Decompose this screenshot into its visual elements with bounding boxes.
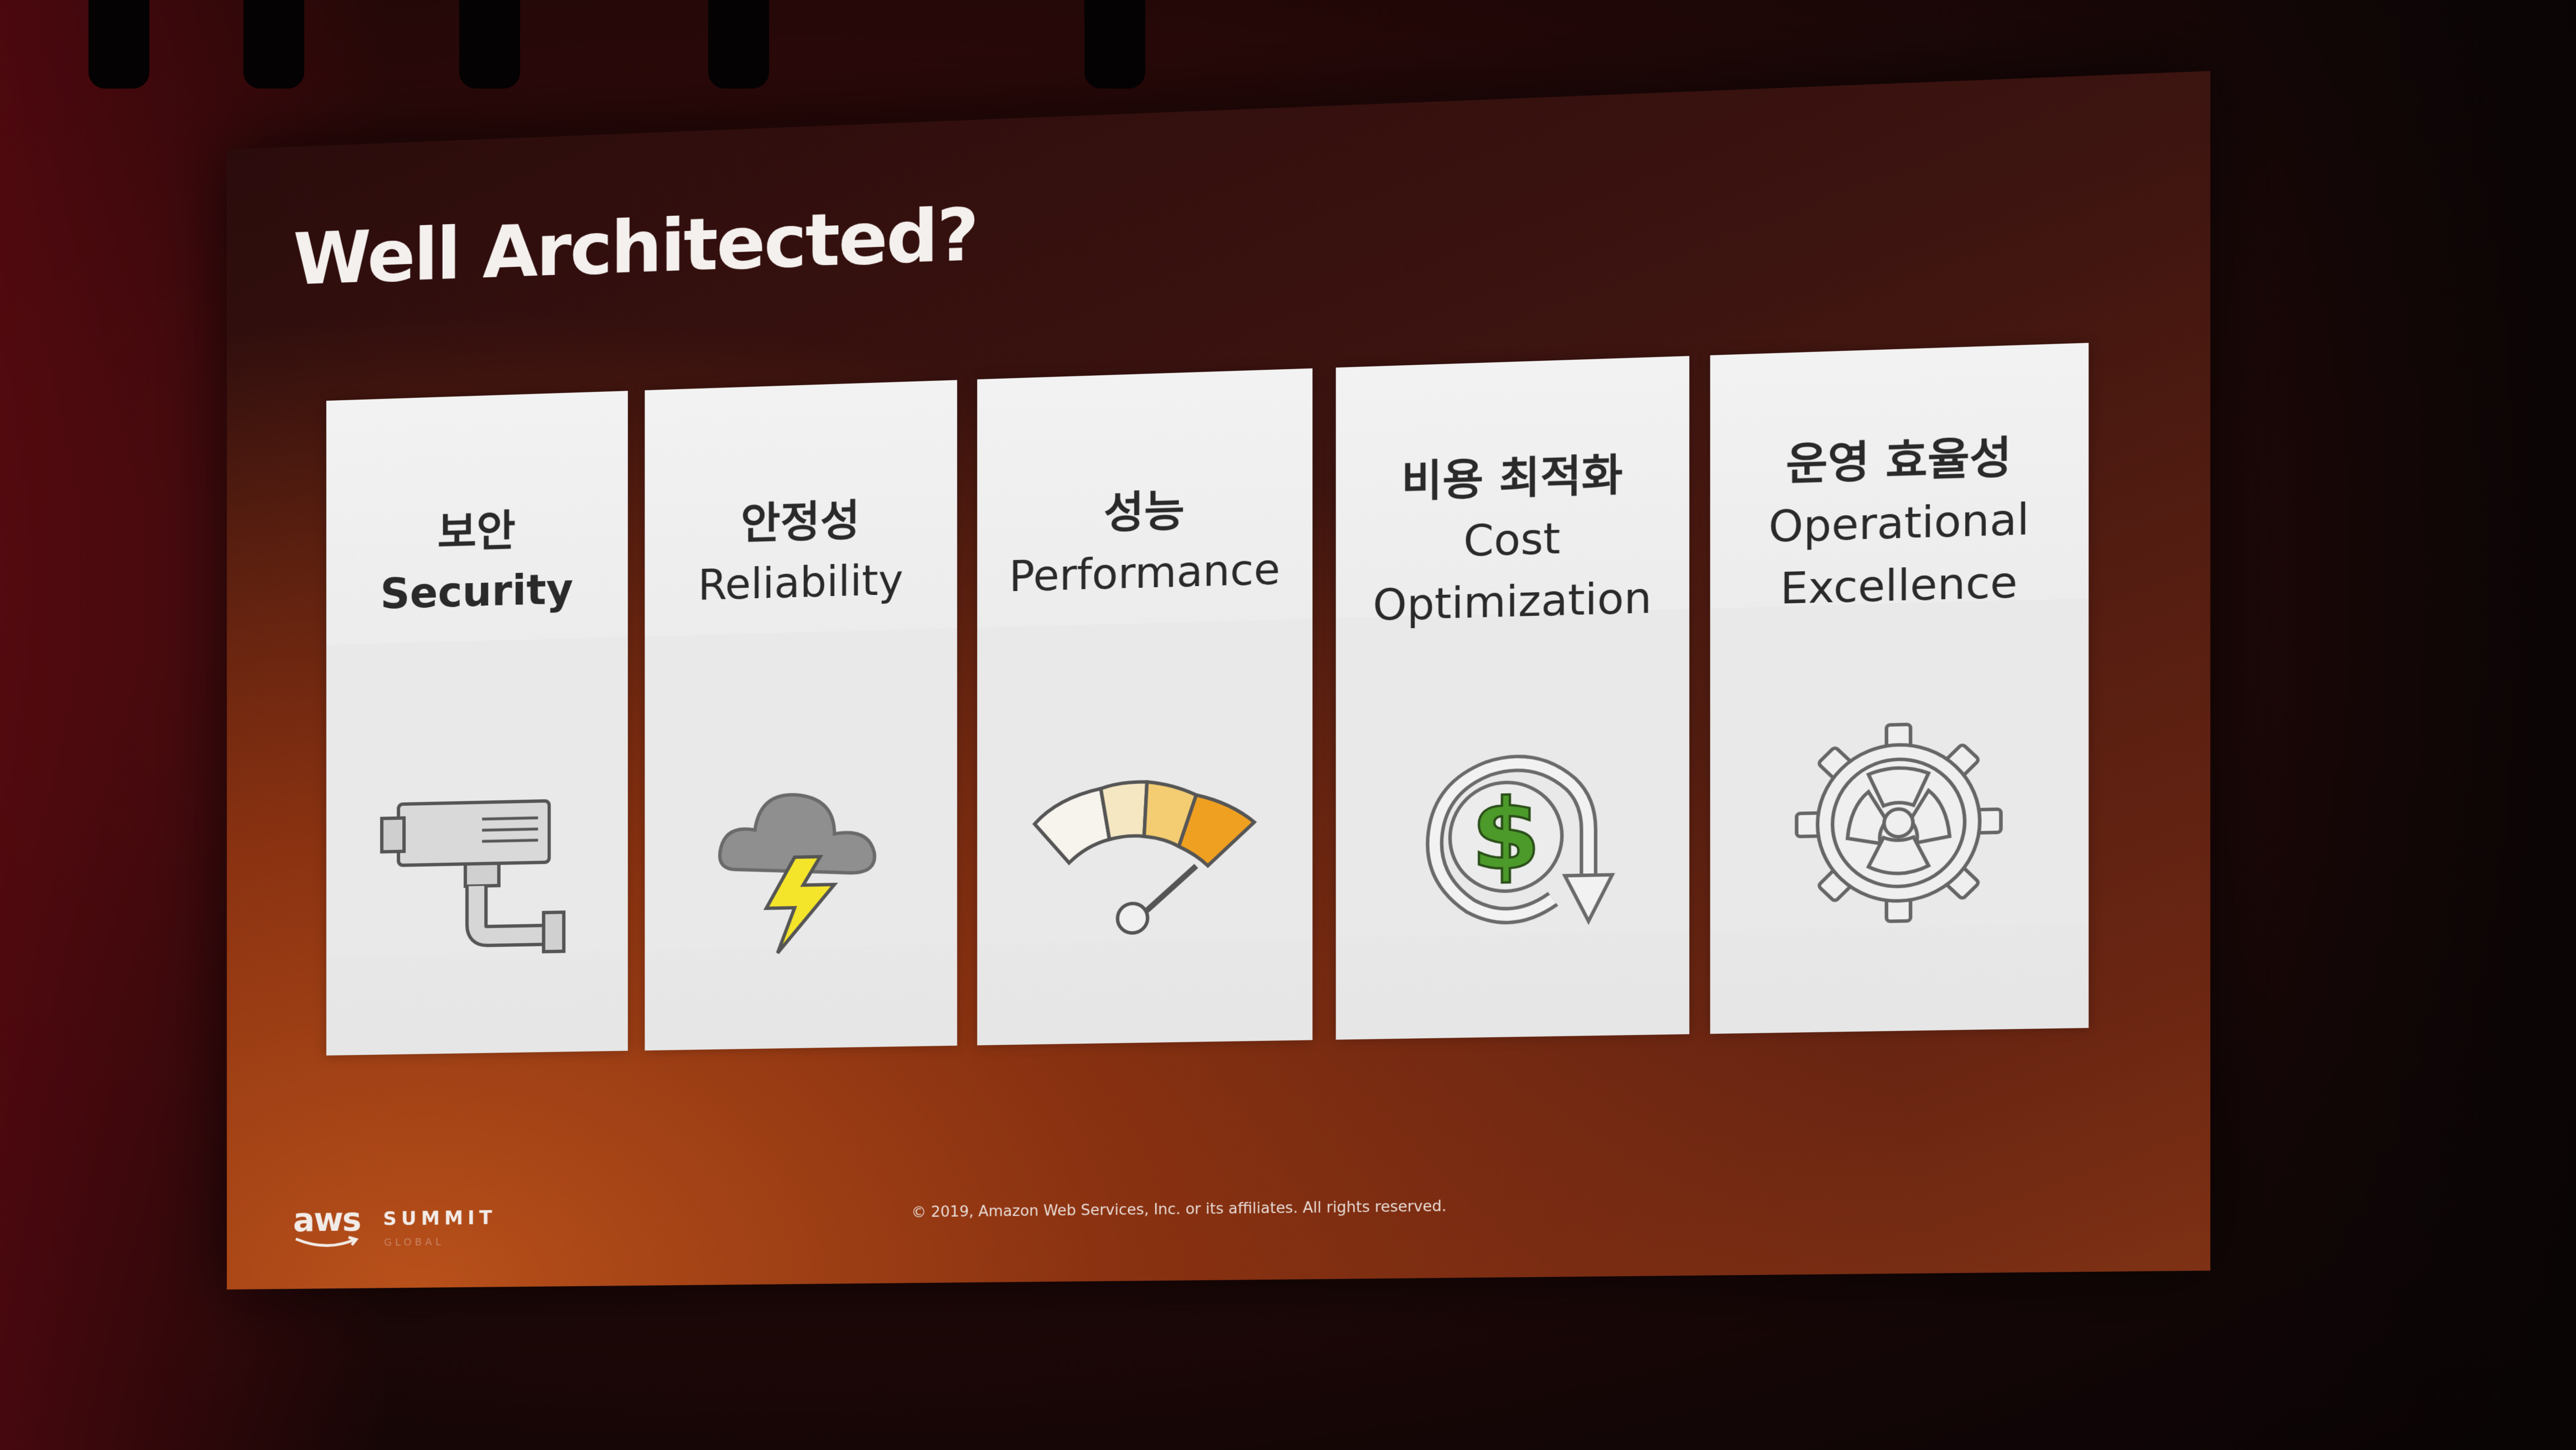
aws-summit-logo: aws SUMMIT GLOBAL bbox=[293, 1199, 497, 1239]
aws-logo-text: aws bbox=[293, 1200, 360, 1239]
pillar-english-label-line1: Cost bbox=[1336, 504, 1689, 576]
dollar-cycle-icon: $ bbox=[1406, 726, 1618, 936]
copyright-notice: © 2019, Amazon Web Services, Inc. or its… bbox=[911, 1198, 1446, 1221]
ceiling-fixture bbox=[89, 0, 149, 89]
summit-sub-text: GLOBAL bbox=[384, 1236, 444, 1249]
pillar-english-label: Security bbox=[326, 557, 628, 626]
pillar-cost-optimization: 비용 최적화 Cost Optimization $ bbox=[1336, 356, 1689, 1039]
ceiling-fixture bbox=[708, 0, 769, 89]
projection-screen: Well Architected? 보안 Security bbox=[227, 71, 2210, 1290]
gauge-icon bbox=[1023, 745, 1266, 954]
pillar-label: 성능 Performance bbox=[977, 477, 1312, 608]
pillar-security: 보안 Security bbox=[326, 391, 628, 1055]
ceiling-fixture bbox=[1084, 0, 1145, 89]
pillar-english-label: Performance bbox=[977, 538, 1312, 608]
pillar-label: 비용 최적화 Cost Optimization bbox=[1336, 442, 1689, 638]
ceiling-fixture bbox=[459, 0, 520, 89]
pillar-label: 안정성 Reliability bbox=[645, 487, 957, 617]
pillar-reliability: 안정성 Reliability bbox=[645, 380, 957, 1051]
pillar-korean-label: 비용 최적화 bbox=[1336, 442, 1689, 515]
pillars-row: 보안 Security 안정성 bbox=[326, 341, 2125, 1055]
aws-smile-icon bbox=[293, 1235, 360, 1250]
pillar-korean-label: 운영 효율성 bbox=[1710, 424, 2089, 498]
slide-title: Well Architected? bbox=[293, 193, 978, 302]
pillar-korean-label: 보안 bbox=[326, 497, 628, 566]
pillar-korean-label: 안정성 bbox=[645, 487, 957, 557]
pillar-label: 운영 효율성 Operational Excellence bbox=[1710, 424, 2089, 622]
pillar-korean-label: 성능 bbox=[977, 477, 1312, 547]
gear-icon bbox=[1791, 716, 2007, 929]
pillar-english-label-line2: Excellence bbox=[1710, 550, 2089, 622]
room-background-right-shadow bbox=[2189, 0, 2576, 1450]
storm-cloud-icon bbox=[698, 754, 903, 960]
pillar-performance: 성능 Performance bbox=[977, 369, 1312, 1045]
pillar-english-label-line2: Optimization bbox=[1336, 566, 1689, 638]
pillar-english-label-line1: Operational bbox=[1710, 487, 2089, 560]
ceiling-fixture bbox=[243, 0, 304, 89]
pillar-english-label: Reliability bbox=[645, 548, 957, 617]
dollar-sign-glyph: $ bbox=[1471, 778, 1541, 893]
pillar-operational-excellence: 운영 효율성 Operational Excellence bbox=[1710, 343, 2089, 1034]
security-camera-icon bbox=[376, 761, 577, 966]
pillar-label: 보안 Security bbox=[326, 497, 628, 626]
summit-logo-text: SUMMIT bbox=[383, 1206, 496, 1230]
